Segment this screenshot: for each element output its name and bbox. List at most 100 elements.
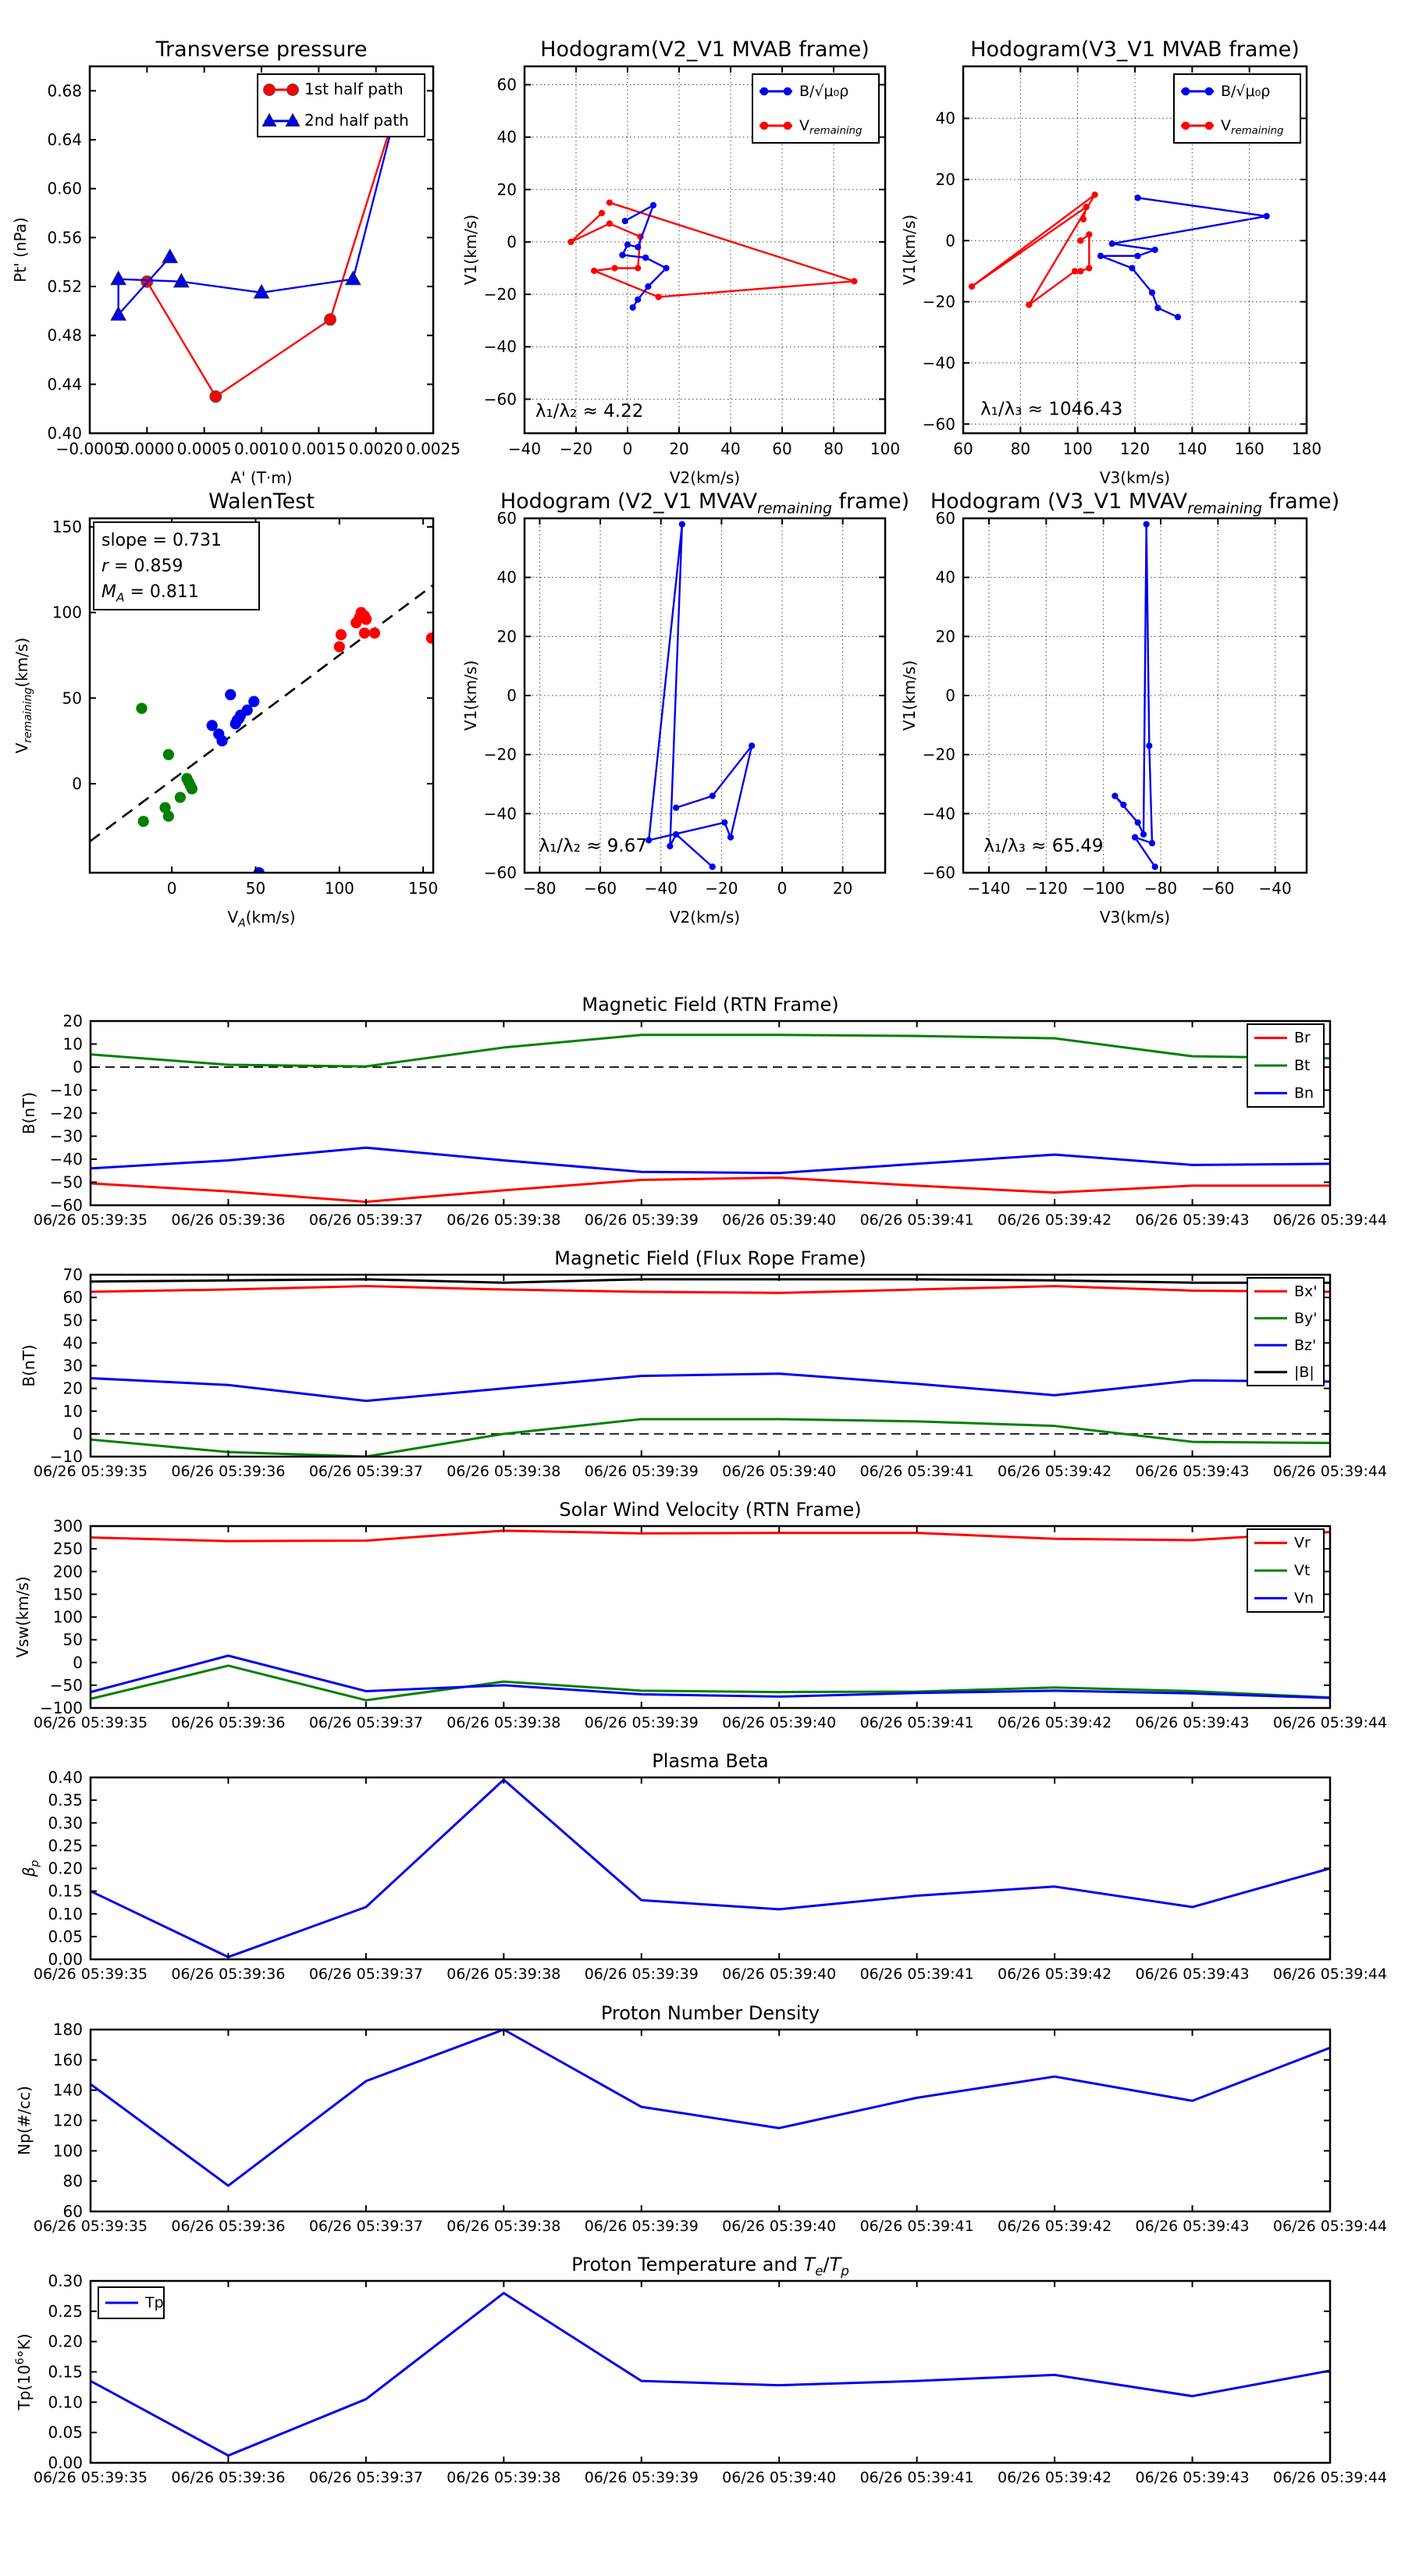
- point-marker: [1097, 252, 1104, 259]
- x-tick-label: −40: [645, 879, 678, 898]
- point-marker: [216, 735, 228, 747]
- point-marker: [159, 802, 171, 813]
- legend-label: Vremaining: [1221, 117, 1283, 137]
- y-tick-label: 120: [53, 2112, 83, 2130]
- Bx-prime-line: [90, 1285, 1331, 1294]
- legend-label: B/√μ₀ρ: [799, 83, 848, 100]
- y-tick-label: 150: [53, 1585, 83, 1603]
- point-marker: [663, 265, 670, 272]
- plasma-beta-svg: 06/26 05:39:35 06/26 05:39:36 06/26 05:39:…: [20, 1750, 1387, 1983]
- triangle-marker: [285, 112, 301, 127]
- v-remaining-line: [570, 201, 855, 298]
- legend-label: Vn: [1294, 1589, 1314, 1606]
- point-marker: [1148, 289, 1156, 296]
- x-tick-label: 06/26 05:39:36: [171, 1966, 285, 1983]
- point-marker: [619, 251, 626, 258]
- y-tick-label: 0.05: [48, 2423, 83, 2442]
- point-marker: [209, 390, 222, 403]
- point-marker: [1154, 304, 1161, 311]
- point-marker: [1112, 792, 1119, 799]
- x-tick-label: 06/26 05:39:43: [1135, 1966, 1249, 1983]
- triangle-marker: [162, 248, 179, 264]
- Vr-line: [90, 1529, 1331, 1542]
- point-marker: [611, 265, 618, 272]
- x-tick-label: −80: [1144, 879, 1177, 898]
- walen-test-svg: 0 50 100 150 0 50 100 150 WalenTest VA(km/s) Vrema…: [12, 489, 438, 930]
- x-tick-label: 0.0015: [291, 439, 346, 458]
- point-marker: [335, 629, 347, 641]
- x-tick-label: 06/26 05:39:37: [309, 1714, 423, 1731]
- x-tick-label: −120: [1025, 879, 1068, 898]
- y-tick-label: 60: [936, 509, 955, 528]
- point-marker: [368, 627, 381, 639]
- y-tick-label: 0: [73, 1653, 83, 1672]
- x-tick-label: 06/26 05:39:38: [446, 2469, 560, 2486]
- y-tick-label: 0.10: [48, 1905, 83, 1923]
- point-marker: [968, 283, 976, 290]
- triangle-marker: [110, 270, 127, 286]
- x-tick-label: 20: [669, 439, 688, 458]
- x-tick-label: 150: [408, 879, 438, 898]
- x-tick-label: 0: [623, 439, 633, 458]
- x-tick-label: 06/26 05:39:41: [860, 1212, 974, 1229]
- stats-line: r = 0.859: [101, 557, 183, 576]
- point-marker: [1148, 840, 1156, 847]
- x-tick-label: 06/26 05:39:44: [1273, 2469, 1387, 2486]
- y-tick-label: −50: [50, 1173, 83, 1192]
- x-tick-label: 06/26 05:39:39: [585, 1714, 699, 1731]
- y-tick-label: −40: [484, 337, 517, 356]
- proton-density-svg: 06/26 05:39:35 06/26 05:39:36 06/26 05:39:…: [15, 2002, 1387, 2235]
- triangle-marker: [344, 270, 361, 286]
- x-tick-label: −0.0005: [56, 439, 124, 458]
- y-tick-label: 150: [52, 518, 82, 536]
- x-tick-label: 06/26 05:39:39: [585, 2218, 699, 2235]
- x-tick-label: 100: [870, 439, 900, 458]
- x-tick-label: 06/26 05:39:37: [309, 2469, 423, 2486]
- y-tick-label: 20: [936, 627, 955, 646]
- axes-frame: [89, 1776, 1332, 1961]
- x-tick-label: 06/26 05:39:40: [722, 2218, 836, 2235]
- x-tick-label: 06/26 05:39:36: [171, 2218, 285, 2235]
- point-marker: [606, 199, 614, 206]
- y-tick-label: 100: [52, 603, 82, 622]
- x-tick-label: 06/26 05:39:43: [1135, 1212, 1249, 1229]
- point-marker: [425, 632, 434, 644]
- axes-frame: [89, 1525, 1332, 1710]
- x-tick-label: 40: [720, 439, 740, 458]
- point-marker: [263, 84, 276, 96]
- x-tick-label: 06/26 05:39:43: [1135, 1463, 1249, 1480]
- y-tick-label: 20: [497, 627, 517, 646]
- y-tick-label: 100: [53, 2141, 83, 2160]
- x-tick-label: 06/26 05:39:35: [34, 1966, 148, 1983]
- point-marker: [1181, 87, 1190, 96]
- x-tick-label: 06/26 05:39:40: [722, 2469, 836, 2486]
- b-alfven-line: [1099, 197, 1268, 318]
- y-tick-label: 60: [63, 1288, 83, 1307]
- y-tick-label: 250: [53, 1539, 83, 1558]
- point-marker: [709, 863, 716, 870]
- magnetic-field-rtn-chart: 06/26 05:39:35 06/26 05:39:36 06/26 05:39:…: [0, 991, 1405, 1243]
- Bn-line: [90, 1146, 1331, 1175]
- transverse-pressure-title: Transverse pressure: [155, 37, 368, 62]
- x-tick-label: 06/26 05:39:40: [722, 1714, 836, 1731]
- lambda-ratio-annotation: λ₁/λ₃ ≈ 1046.43: [980, 400, 1122, 420]
- x-tick-label: 160: [1235, 439, 1264, 458]
- legend-label: B/√μ₀ρ: [1221, 83, 1270, 100]
- point-marker: [1083, 204, 1090, 211]
- x-tick-label: 20: [833, 879, 852, 898]
- b-fluxrope-ylabel: B(nT): [20, 1344, 38, 1386]
- y-tick-label: 0.10: [48, 2393, 83, 2411]
- hodogram-v2v1-mvab-svg: −40 −20 0 20 40 60 80 100 60 40 20 0 −20 −40 −60 Hodogr…: [461, 37, 900, 487]
- x-tick-label: 60: [953, 439, 973, 458]
- point-marker: [635, 265, 642, 272]
- vsw-rtn-title: Solar Wind Velocity (RTN Frame): [559, 1499, 861, 1521]
- y-tick-label: −40: [50, 1150, 83, 1169]
- stats-line: slope = 0.731: [101, 531, 222, 550]
- point-marker: [162, 810, 175, 822]
- axes-frame: [523, 65, 887, 435]
- legend-label: Tp: [144, 2294, 164, 2311]
- point-marker: [1134, 819, 1141, 826]
- proton-density-ylabel: Np(#/cc): [15, 2086, 34, 2155]
- x-tick-label: −40: [508, 439, 541, 458]
- b-rtn-svg: 06/26 05:39:35 06/26 05:39:36 06/26 05:39:…: [20, 994, 1387, 1229]
